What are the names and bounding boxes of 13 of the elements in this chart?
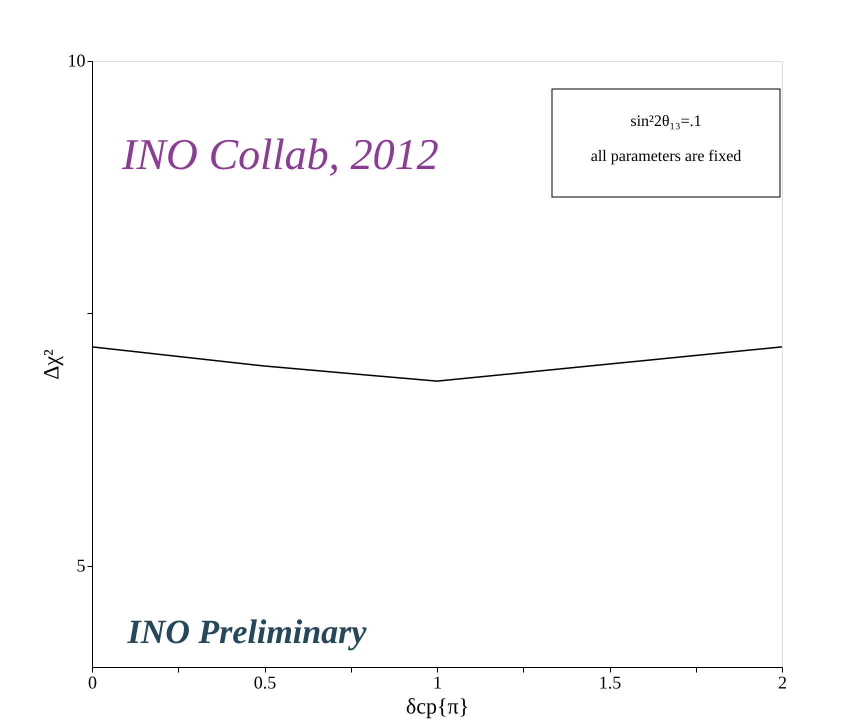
annotation: all parameters are fixed bbox=[590, 148, 742, 165]
annotation: INO Preliminary bbox=[126, 614, 368, 651]
annotation: INO Collab, 2012 bbox=[121, 130, 439, 179]
y-tick-label: 5 bbox=[76, 556, 86, 576]
y-tick-label: 10 bbox=[68, 50, 86, 70]
x-tick-label: 1 bbox=[433, 672, 442, 692]
x-tick-label: 1.5 bbox=[598, 672, 622, 692]
x-tick-label: 0.5 bbox=[254, 672, 276, 692]
x-axis-title: δcp{π} bbox=[406, 694, 470, 718]
annotation: sin²2θ₁₃=.1 bbox=[630, 113, 702, 130]
y-axis-title: Δχ² bbox=[38, 348, 64, 380]
x-tick-label: 2 bbox=[778, 672, 787, 692]
x-tick-label: 0 bbox=[88, 672, 97, 692]
